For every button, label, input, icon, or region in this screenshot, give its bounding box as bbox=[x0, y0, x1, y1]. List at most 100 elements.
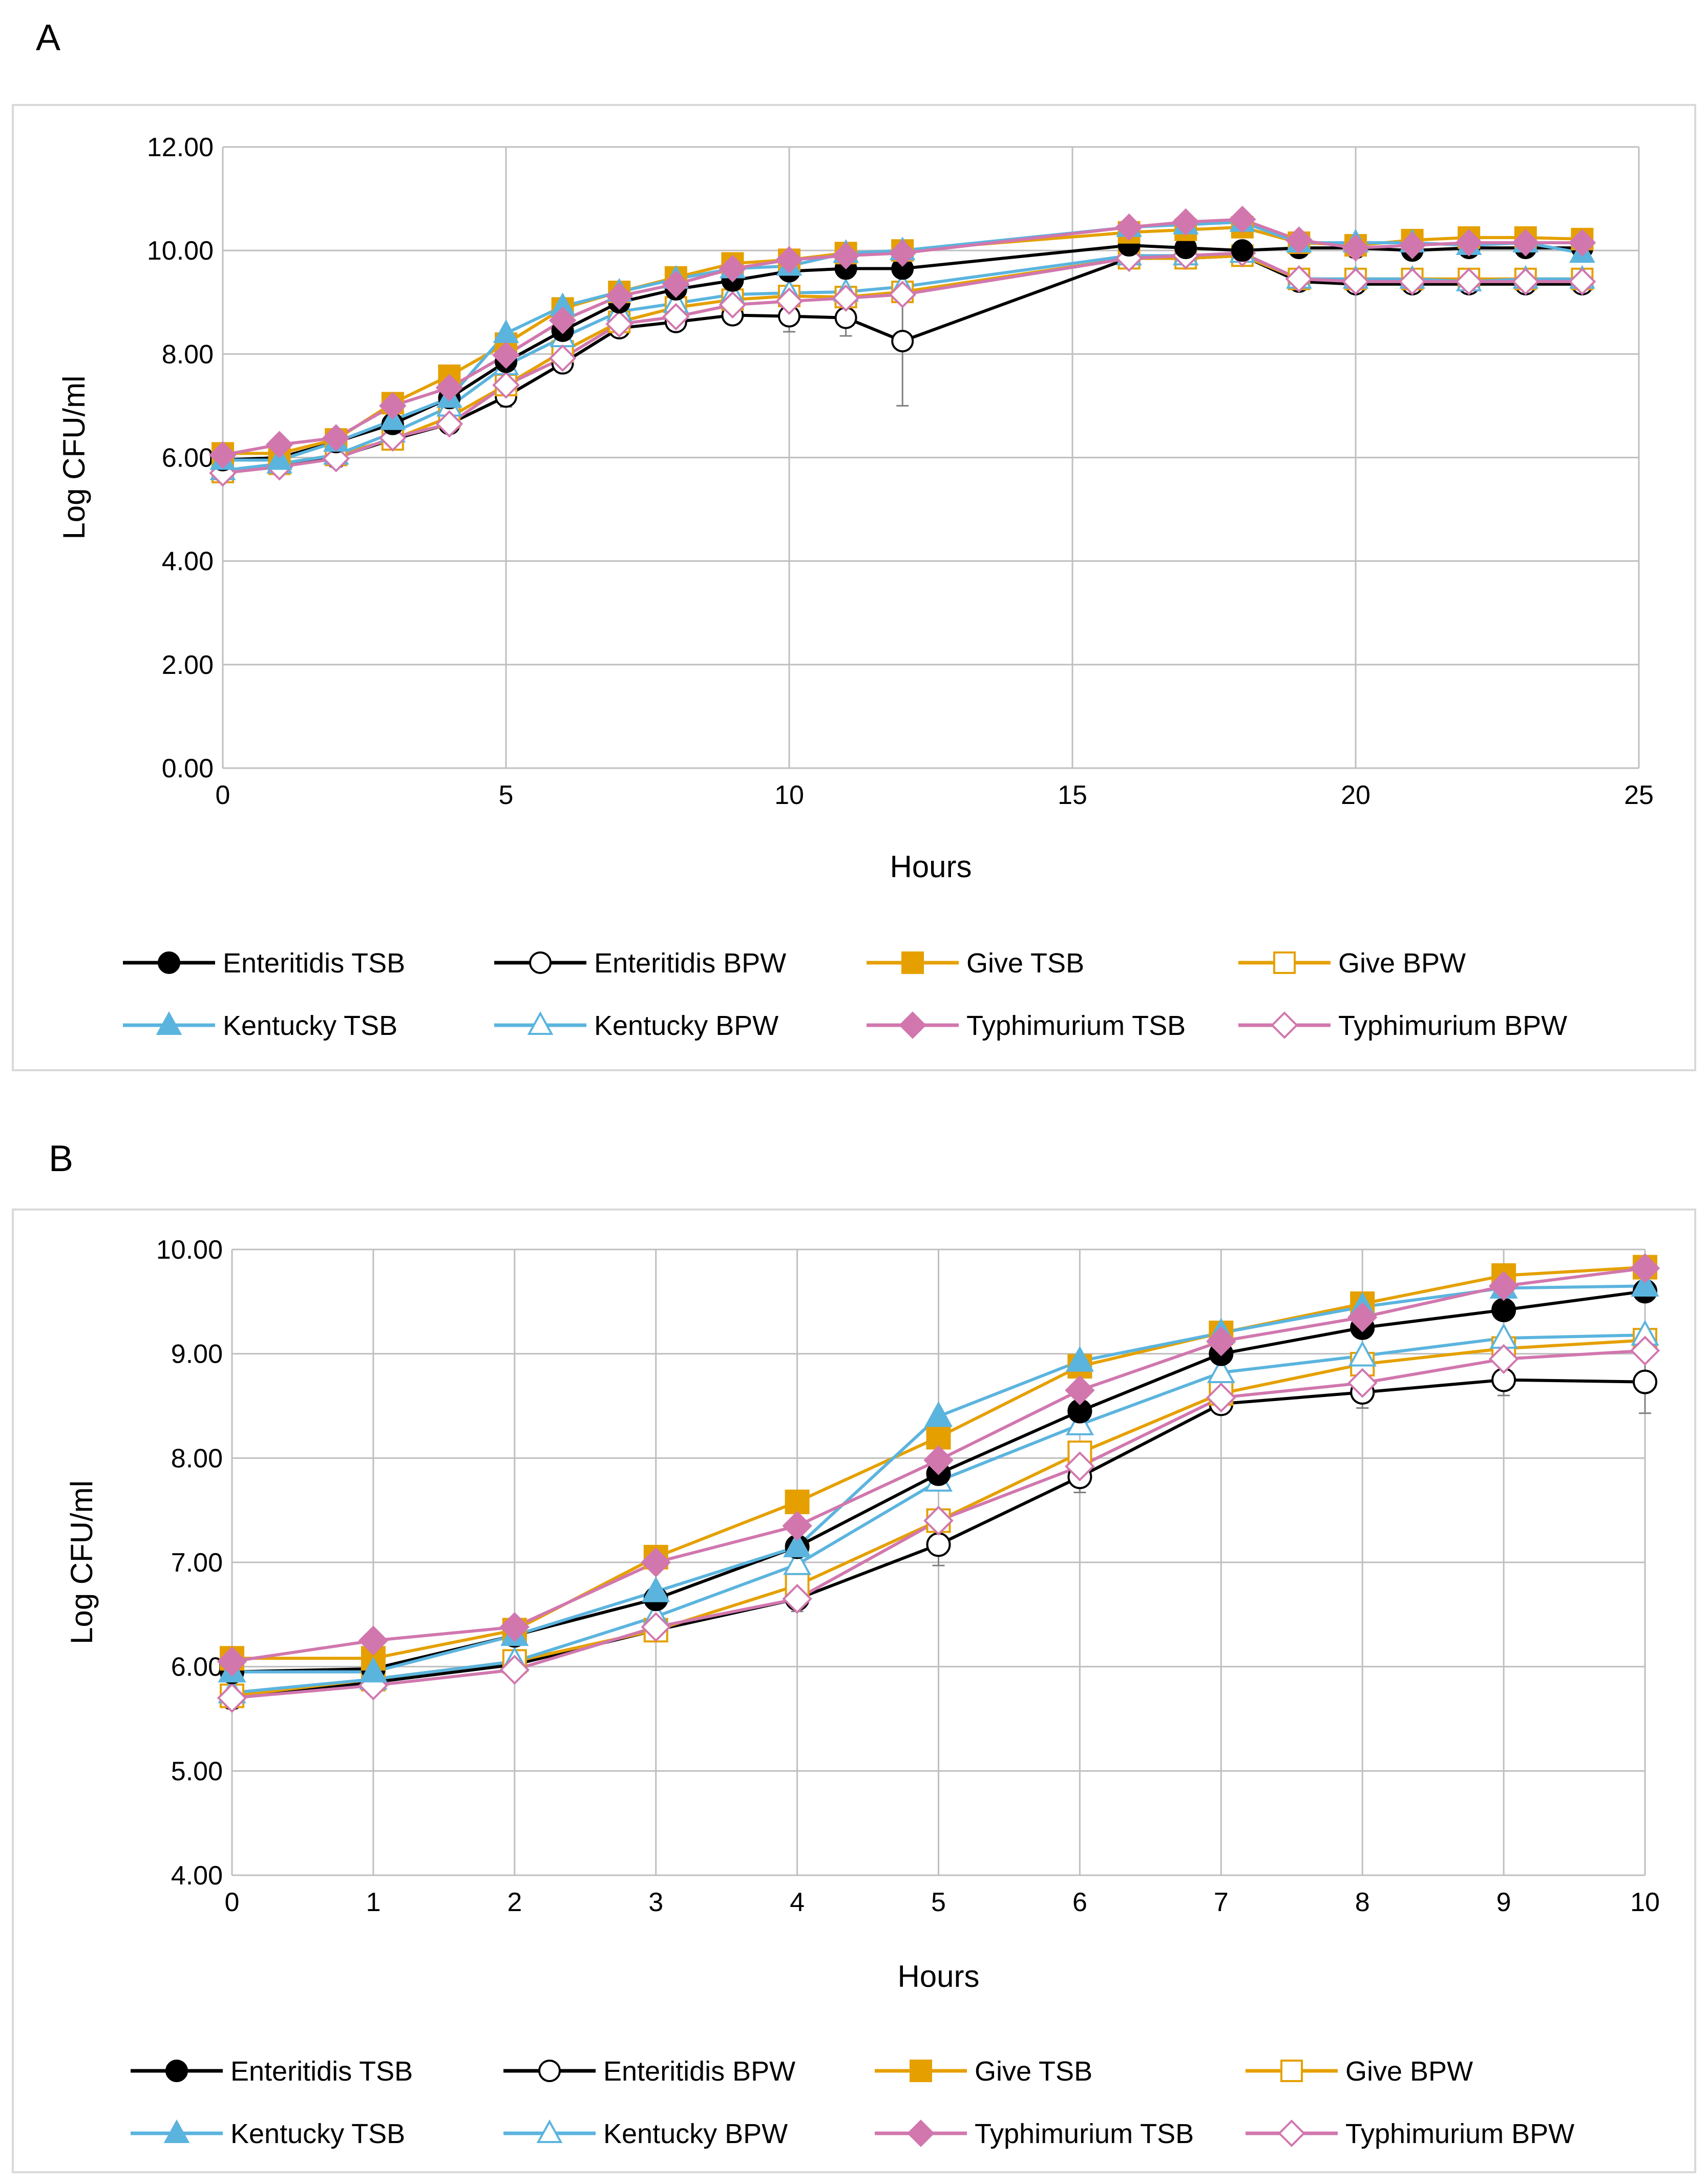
data-point-typhimurium-bpw bbox=[217, 1683, 247, 1713]
x-tick-label: 20 bbox=[1341, 780, 1370, 810]
legend-marker-enteritidis-tsb bbox=[165, 2060, 188, 2082]
legend-marker-enteritidis-bpw bbox=[538, 2060, 561, 2082]
data-point-typhimurium-tsb bbox=[358, 1625, 389, 1656]
legend-marker-typhimurium-bpw bbox=[1278, 2120, 1305, 2147]
data-point-typhimurium-tsb bbox=[322, 424, 350, 452]
x-tick-label: 6 bbox=[1072, 1888, 1087, 1917]
data-point-typhimurium-tsb bbox=[378, 392, 407, 420]
y-tick-label: 2.00 bbox=[162, 650, 214, 680]
data-point-typhimurium-tsb bbox=[832, 242, 860, 270]
data-point-typhimurium-bpw bbox=[1342, 267, 1369, 295]
data-point-typhimurium-tsb bbox=[662, 270, 690, 298]
data-point-give-tsb bbox=[926, 1425, 951, 1450]
x-tick-label: 15 bbox=[1058, 780, 1087, 810]
legend-label-kentucky-tsb: Kentucky TSB bbox=[223, 1010, 397, 1041]
legend-label-kentucky-tsb: Kentucky TSB bbox=[230, 2118, 405, 2149]
data-point-typhimurium-bpw bbox=[1511, 267, 1540, 295]
data-point-typhimurium-tsb bbox=[1398, 231, 1426, 259]
series-line-kentucky-bpw bbox=[222, 251, 1583, 472]
data-point-typhimurium-tsb bbox=[605, 282, 634, 310]
legend-label-enteritidis-tsb: Enteritidis TSB bbox=[223, 948, 405, 979]
y-tick-label: 6.00 bbox=[162, 443, 214, 473]
data-point-typhimurium-bpw bbox=[923, 1506, 954, 1536]
legend-label-enteritidis-bpw: Enteritidis BPW bbox=[594, 948, 786, 979]
legend-marker-kentucky-bpw bbox=[527, 1011, 554, 1035]
y-tick-label: 12.00 bbox=[147, 133, 214, 162]
legend-label-give-bpw: Give BPW bbox=[1345, 2056, 1473, 2087]
panel-a-chart: 0.00 2.00 4.00 6.00 8.00 10.00 12.00 0 5 10 15 20 25… bbox=[57, 133, 1654, 1041]
legend-label-enteritidis-bpw: Enteritidis BPW bbox=[603, 2056, 795, 2087]
data-point-kentucky-tsb bbox=[783, 1531, 812, 1558]
data-point-typhimurium-tsb bbox=[1172, 208, 1200, 236]
panel-letter-b: B bbox=[49, 1138, 73, 1179]
x-tick-label: 10 bbox=[774, 780, 804, 810]
data-point-typhimurium-tsb bbox=[209, 441, 237, 469]
data-point-typhimurium-tsb bbox=[492, 341, 520, 369]
series-line-enteritidis-tsb bbox=[222, 244, 1583, 462]
data-point-typhimurium-bpw bbox=[605, 310, 634, 338]
data-point-kentucky-tsb bbox=[266, 446, 292, 470]
data-point-typhimurium-tsb bbox=[775, 246, 803, 274]
data-point-kentucky-bpw bbox=[1348, 1341, 1377, 1367]
data-point-typhimurium-bpw bbox=[662, 303, 690, 331]
data-point-typhimurium-bpw bbox=[775, 287, 803, 315]
y-tick-label: 10.00 bbox=[147, 236, 214, 266]
data-point-typhimurium-bpw bbox=[641, 1612, 671, 1642]
series-line-typhimurium-bpw bbox=[222, 251, 1583, 475]
data-point-typhimurium-tsb bbox=[1488, 1271, 1519, 1301]
y-tick-label: 8.00 bbox=[162, 340, 214, 369]
y-tick-label: 4.00 bbox=[171, 1861, 223, 1891]
legend-marker-give-tsb bbox=[901, 951, 924, 974]
legend-label-kentucky-bpw: Kentucky BPW bbox=[603, 2118, 788, 2149]
data-point-enteritidis-bpw bbox=[926, 1532, 951, 1557]
y-tick-label: 5.00 bbox=[171, 1756, 223, 1786]
legend-label-kentucky-bpw: Kentucky BPW bbox=[594, 1010, 778, 1041]
panel-b-chart: 4.00 5.00 6.00 7.00 8.00 9.00 10.00 0 1 2 3 4 5 6 7 8 9 1… bbox=[65, 1235, 1660, 2149]
data-point-kentucky-tsb bbox=[1065, 1346, 1094, 1372]
legend-marker-kentucky-tsb bbox=[163, 2119, 190, 2143]
y-axis-title: Log CFU/ml bbox=[65, 1480, 99, 1644]
data-point-typhimurium-bpw bbox=[1568, 267, 1596, 295]
data-point-typhimurium-tsb bbox=[549, 306, 577, 334]
data-point-typhimurium-tsb bbox=[217, 1646, 247, 1677]
data-point-typhimurium-bpw bbox=[1455, 267, 1483, 295]
legend-marker-kentucky-bpw bbox=[536, 2119, 563, 2143]
data-point-typhimurium-bpw bbox=[492, 371, 520, 399]
y-axis-title: Log CFU/ml bbox=[57, 375, 91, 539]
data-point-kentucky-bpw bbox=[783, 1549, 812, 1575]
series-line-kentucky-tsb bbox=[223, 220, 1583, 462]
data-point-typhimurium-tsb bbox=[1065, 1375, 1095, 1406]
x-tick-label: 5 bbox=[931, 1888, 946, 1917]
legend-marker-give-bpw bbox=[1273, 951, 1296, 974]
legend-label-give-bpw: Give BPW bbox=[1338, 948, 1466, 979]
y-tick-label: 6.00 bbox=[171, 1652, 223, 1682]
data-point-enteritidis-tsb bbox=[1491, 1298, 1516, 1323]
data-point-typhimurium-bpw bbox=[889, 281, 917, 308]
data-point-enteritidis-bpw bbox=[891, 330, 914, 353]
legend-marker-kentucky-tsb bbox=[156, 1011, 182, 1035]
x-axis-title: Hours bbox=[890, 850, 972, 884]
data-point-typhimurium-bpw bbox=[782, 1584, 812, 1614]
data-point-typhimurium-tsb bbox=[641, 1547, 671, 1578]
x-tick-label: 9 bbox=[1496, 1888, 1511, 1917]
legend-label-typhimurium-tsb: Typhimurium TSB bbox=[966, 1010, 1186, 1041]
legend-label-give-tsb: Give TSB bbox=[975, 2056, 1092, 2087]
data-point-typhimurium-tsb bbox=[1568, 229, 1596, 257]
data-point-typhimurium-bpw bbox=[719, 291, 747, 319]
legend-marker-give-bpw bbox=[1280, 2060, 1303, 2082]
data-point-typhimurium-bpw bbox=[1065, 1451, 1095, 1481]
data-point-typhimurium-bpw bbox=[1347, 1368, 1378, 1398]
x-tick-label: 2 bbox=[507, 1888, 522, 1917]
data-point-typhimurium-tsb bbox=[889, 239, 917, 267]
legend-marker-typhimurium-tsb bbox=[899, 1011, 926, 1039]
y-tick-label: 4.00 bbox=[162, 547, 214, 577]
data-point-typhimurium-bpw bbox=[832, 284, 860, 312]
data-point-typhimurium-tsb bbox=[1455, 229, 1483, 257]
data-point-give-tsb bbox=[785, 1489, 810, 1514]
data-point-typhimurium-tsb bbox=[1342, 234, 1369, 262]
data-point-kentucky-tsb bbox=[924, 1401, 953, 1427]
x-tick-label: 5 bbox=[499, 780, 514, 810]
legend-label-enteritidis-tsb: Enteritidis TSB bbox=[230, 2056, 413, 2087]
data-point-typhimurium-tsb bbox=[499, 1612, 530, 1642]
